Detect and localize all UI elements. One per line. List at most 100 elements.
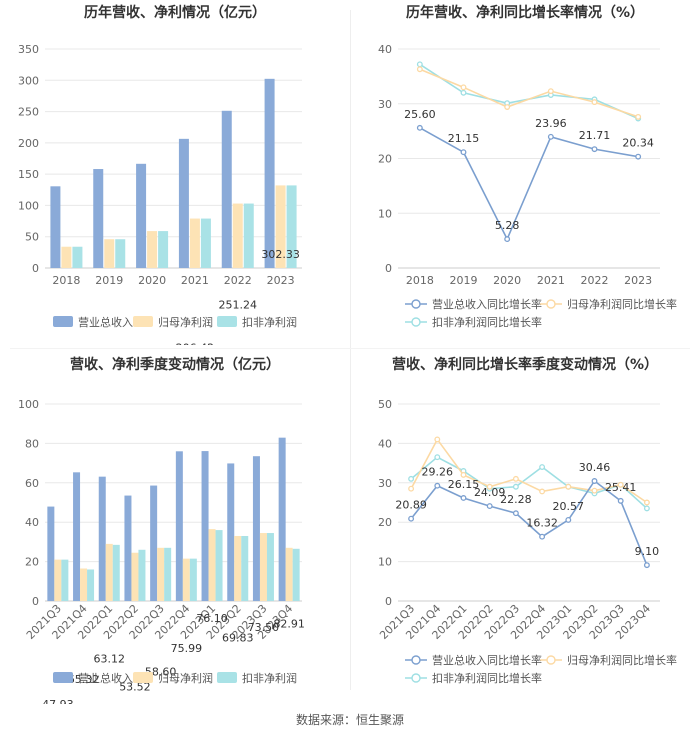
horizontal-divider	[10, 348, 690, 349]
series-point	[504, 104, 511, 110]
bar-revenue	[278, 437, 286, 601]
x-tick-label: 2018	[52, 274, 80, 287]
y-tick-label: 60	[25, 477, 39, 490]
bar-net-profit	[157, 547, 165, 601]
chart-title: 营收、净利季度变动情况（亿元）	[70, 356, 280, 373]
legend-marker	[411, 673, 421, 683]
y-tick-label: 0	[32, 262, 39, 275]
bar-revenue	[175, 451, 183, 601]
y-tick-label: 10	[378, 556, 392, 569]
point-data-label: 9.10	[635, 545, 660, 558]
bar-revenue	[221, 110, 232, 269]
series-point	[643, 505, 650, 512]
point-data-label: 30.46	[579, 461, 611, 474]
series-point	[635, 113, 642, 120]
point-data-label: 26.15	[448, 478, 480, 491]
bar-net-profit	[61, 246, 72, 268]
chart-title: 历年营收、净利情况（亿元）	[84, 4, 266, 21]
legend-label: 归母净利润	[158, 315, 213, 329]
y-tick-label: 100	[18, 199, 39, 212]
series-point	[547, 133, 554, 140]
series-point	[416, 61, 423, 68]
series-point	[643, 562, 650, 569]
x-tick-label: 2023	[624, 274, 652, 287]
series-point	[591, 146, 598, 153]
series-point	[539, 464, 546, 470]
legend-swatch	[217, 316, 237, 327]
point-data-label: 24.09	[474, 486, 506, 499]
vertical-divider	[350, 10, 351, 690]
legend-swatch	[53, 316, 73, 327]
series-point	[643, 499, 650, 506]
bar-deducted-profit	[158, 231, 169, 268]
bar-revenue	[252, 456, 260, 601]
y-tick-label: 200	[18, 137, 39, 150]
point-data-label: 23.96	[535, 117, 567, 130]
x-tick-label: 2018	[406, 274, 434, 287]
series-point	[565, 483, 572, 490]
point-data-label: 21.15	[448, 132, 480, 145]
point-data-label: 22.28	[500, 493, 532, 506]
bar-revenue	[264, 78, 275, 269]
y-tick-label: 30	[378, 98, 392, 111]
series-point	[460, 495, 467, 501]
bar-deducted-profit	[87, 569, 95, 601]
series-point	[416, 124, 423, 131]
y-tick-label: 50	[25, 231, 39, 244]
series-line-revenue	[419, 127, 639, 241]
bar-deducted-profit	[241, 535, 249, 601]
y-tick-label: 0	[32, 595, 39, 608]
bar-data-label: 206.42	[176, 341, 215, 345]
x-tick-label: 2023	[267, 274, 295, 287]
bar-data-label: 53.52	[119, 680, 151, 693]
x-tick-label: 2020	[493, 274, 521, 287]
bar-revenue	[93, 169, 104, 268]
bar-net-profit	[54, 559, 62, 601]
chart-title: 历年营收、净利同比增长率情况（%）	[406, 4, 644, 21]
y-tick-label: 40	[378, 43, 392, 56]
point-data-label: 5.28	[495, 219, 520, 232]
bar-deducted-profit	[189, 558, 197, 601]
legend-marker	[546, 299, 556, 309]
legend-marker	[411, 655, 421, 665]
series-point	[486, 483, 493, 490]
bar-net-profit	[80, 568, 88, 601]
y-tick-label: 10	[378, 207, 392, 220]
y-tick-label: 20	[378, 516, 392, 529]
bar-data-label: 251.24	[219, 298, 258, 311]
bar-deducted-profit	[286, 185, 297, 268]
bar-net-profit	[189, 218, 200, 268]
series-line-deducted-profit	[419, 63, 639, 120]
series-point	[434, 454, 441, 461]
point-data-label: 21.71	[579, 129, 611, 142]
bar-data-label: 65.32	[68, 673, 100, 686]
bar-data-label: 82.91	[273, 617, 305, 630]
bar-data-label: 73.50	[248, 621, 280, 634]
series-point	[408, 485, 415, 492]
y-tick-label: 80	[25, 437, 39, 450]
series-point	[591, 99, 598, 106]
series-point	[591, 487, 598, 494]
bar-net-profit	[105, 543, 113, 601]
y-tick-label: 20	[25, 556, 39, 569]
series-point	[512, 475, 519, 482]
bar-net-profit	[285, 547, 293, 601]
legend-label: 归母净利润同比增长率	[567, 653, 677, 667]
bar-revenue	[98, 476, 106, 601]
y-tick-label: 150	[18, 168, 39, 181]
series-point	[460, 84, 467, 91]
y-tick-label: 40	[378, 437, 392, 450]
y-tick-label: 30	[378, 477, 392, 490]
bar-data-label: 69.83	[222, 631, 254, 644]
y-tick-label: 100	[18, 398, 39, 411]
bar-data-label: 47.93	[42, 698, 74, 704]
y-tick-label: 40	[25, 516, 39, 529]
series-point	[416, 66, 423, 73]
point-data-label: 20.57	[553, 500, 585, 513]
legend-label: 扣非净利润同比增长率	[432, 671, 542, 685]
bar-revenue	[150, 485, 158, 601]
bar-net-profit	[131, 552, 139, 601]
legend-marker	[411, 317, 421, 327]
legend-label: 归母净利润同比增长率	[567, 297, 677, 311]
